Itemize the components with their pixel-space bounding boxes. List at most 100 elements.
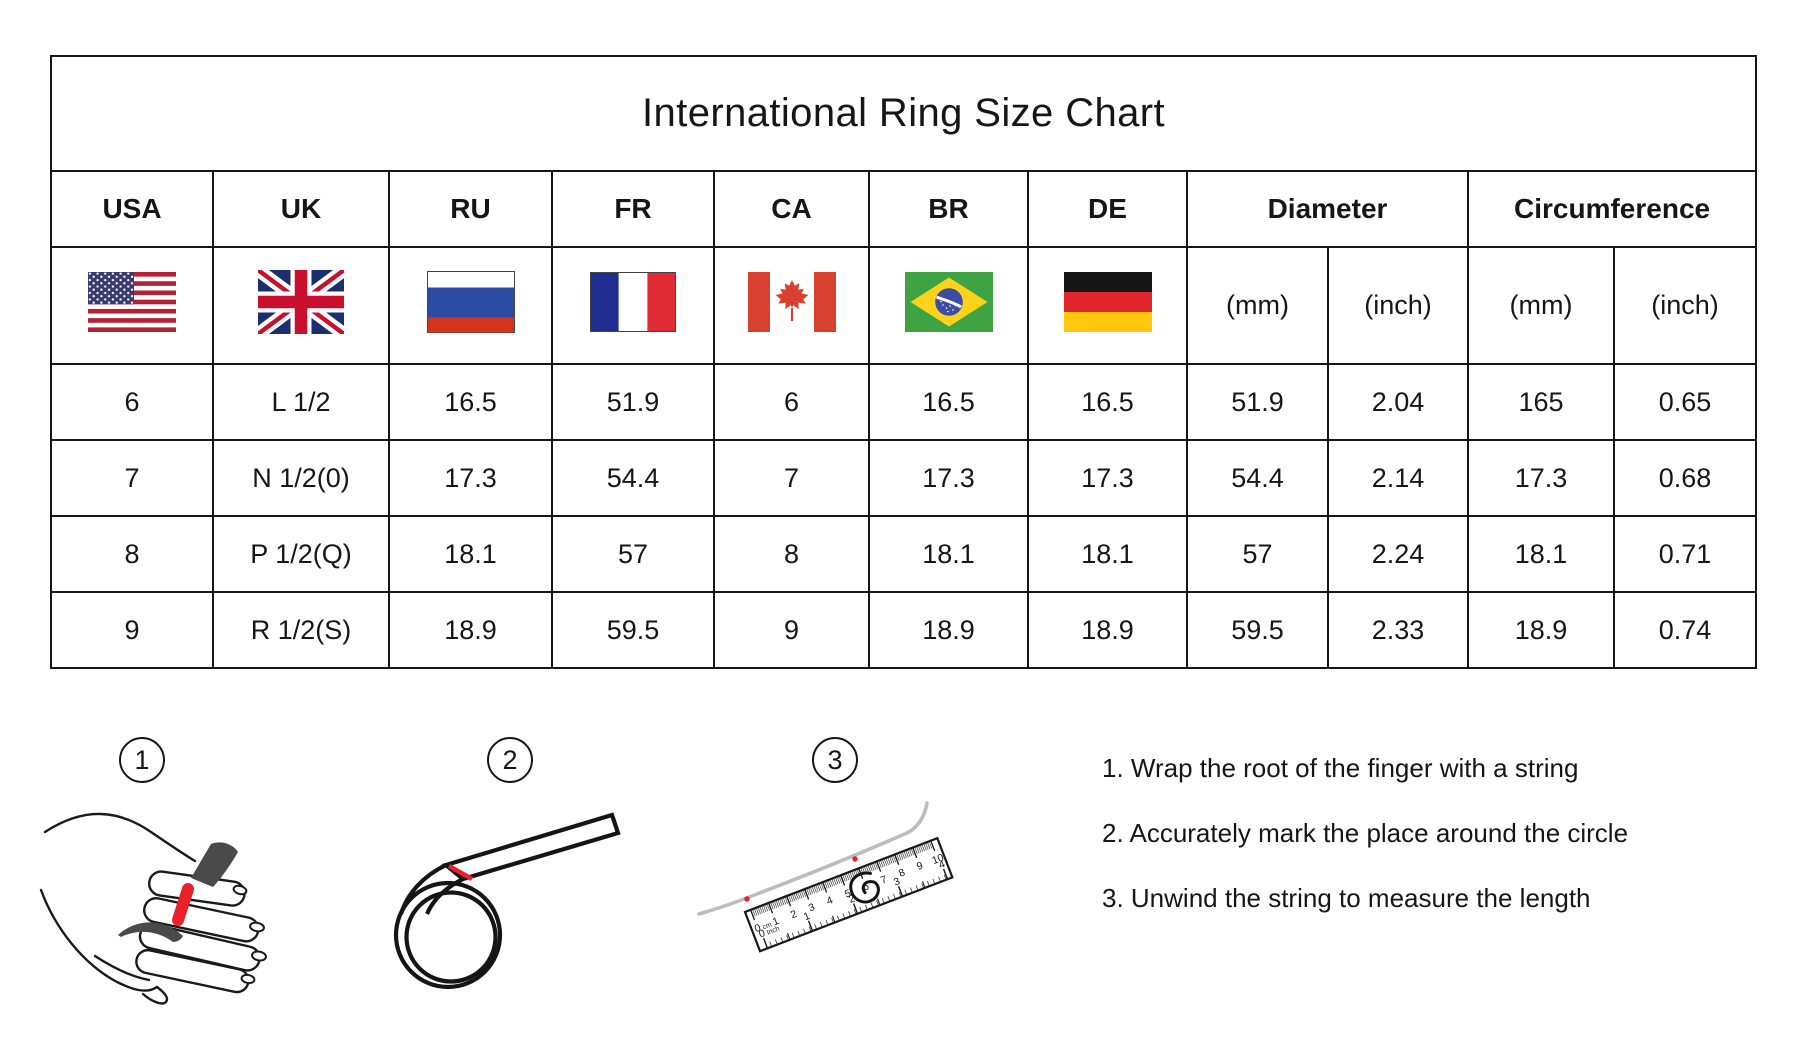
column-header-diameter: Diameter bbox=[1186, 170, 1469, 248]
cell-uk: N 1/2(0) bbox=[212, 439, 390, 517]
flag-cell-de bbox=[1027, 246, 1188, 365]
cell-diameter-inch: 2.33 bbox=[1327, 591, 1469, 669]
flag-cell-usa bbox=[50, 246, 214, 365]
instruction-step-3: 3. Unwind the string to measure the leng… bbox=[1102, 883, 1591, 913]
column-header-ru: RU bbox=[388, 170, 553, 248]
ruler-inch-zero: 0 bbox=[757, 927, 767, 940]
svg-text:2: 2 bbox=[847, 893, 857, 906]
red-dot bbox=[744, 896, 750, 902]
column-header-fr: FR bbox=[551, 170, 715, 248]
svg-text:1: 1 bbox=[771, 915, 781, 928]
svg-text:8: 8 bbox=[897, 866, 907, 879]
unit-header-circumference-inch: (inch) bbox=[1612, 246, 1758, 365]
cell-ca: 6 bbox=[713, 363, 870, 441]
string-coil-illustration bbox=[365, 796, 650, 1046]
cell-ca: 7 bbox=[713, 439, 870, 517]
instructions-list: 1. Wrap the root of the finger with a st… bbox=[1102, 753, 1628, 914]
ruler-cm-unit: cm bbox=[762, 921, 773, 931]
canada-flag-icon bbox=[747, 272, 836, 332]
svg-text:9: 9 bbox=[915, 860, 925, 873]
step-1-badge: 1 bbox=[119, 737, 165, 783]
cell-uk: R 1/2(S) bbox=[212, 591, 390, 669]
svg-text:3: 3 bbox=[892, 875, 902, 888]
svg-text:6: 6 bbox=[861, 880, 871, 893]
cell-de: 18.9 bbox=[1027, 591, 1188, 669]
flag-cell-uk bbox=[212, 246, 390, 365]
cell-ru: 18.1 bbox=[388, 515, 553, 593]
cell-de: 16.5 bbox=[1027, 363, 1188, 441]
cell-diameter-mm: 51.9 bbox=[1186, 363, 1329, 441]
table-row: 9 R 1/2(S) 18.9 59.5 9 18.9 18.9 59.5 2.… bbox=[50, 591, 1758, 669]
mark-loop bbox=[849, 871, 880, 904]
cell-ca: 9 bbox=[713, 591, 870, 669]
cell-usa: 7 bbox=[50, 439, 214, 517]
svg-text:7: 7 bbox=[879, 873, 889, 886]
ruler-cm-zero: 0 bbox=[753, 922, 763, 935]
cell-diameter-inch: 2.04 bbox=[1327, 363, 1469, 441]
red-dot bbox=[852, 856, 858, 862]
cell-circumference-mm: 17.3 bbox=[1467, 439, 1615, 517]
cell-usa: 9 bbox=[50, 591, 214, 669]
brazil-flag-icon bbox=[904, 272, 993, 332]
unit-header-diameter-inch: (inch) bbox=[1327, 246, 1469, 365]
cell-usa: 6 bbox=[50, 363, 214, 441]
cell-fr: 59.5 bbox=[551, 591, 715, 669]
title-row: International Ring Size Chart bbox=[49, 55, 1758, 172]
flag-cell-br bbox=[868, 246, 1029, 365]
table-row: 8 P 1/2(Q) 18.1 57 8 18.1 18.1 57 2.24 1… bbox=[50, 515, 1758, 593]
russia-flag-icon bbox=[426, 271, 515, 333]
cell-fr: 51.9 bbox=[551, 363, 715, 441]
cell-diameter-inch: 2.24 bbox=[1327, 515, 1469, 593]
cell-circumference-mm: 18.9 bbox=[1467, 591, 1615, 669]
cell-fr: 54.4 bbox=[551, 439, 715, 517]
cell-diameter-mm: 57 bbox=[1186, 515, 1329, 593]
svg-text:10: 10 bbox=[930, 852, 945, 867]
cell-br: 18.9 bbox=[868, 591, 1029, 669]
usa-flag-icon bbox=[88, 272, 176, 332]
column-header-circumference: Circumference bbox=[1466, 170, 1758, 248]
header-row: USA UK RU FR CA BR DE Diameter Circumfer… bbox=[50, 170, 1758, 248]
cell-uk: P 1/2(Q) bbox=[212, 515, 390, 593]
column-header-usa: USA bbox=[50, 170, 214, 248]
cell-de: 18.1 bbox=[1027, 515, 1188, 593]
ruler-inch-unit: Inch bbox=[766, 925, 781, 936]
page-title: International Ring Size Chart bbox=[49, 55, 1758, 172]
germany-flag-icon bbox=[1063, 272, 1152, 332]
flag-cell-fr bbox=[551, 246, 715, 365]
cell-circumference-mm: 18.1 bbox=[1467, 515, 1615, 593]
red-mark bbox=[447, 864, 474, 881]
column-header-ca: CA bbox=[713, 170, 870, 248]
ring-size-table: International Ring Size Chart USA UK RU … bbox=[49, 55, 1758, 669]
flag-row: (mm) (inch) (mm) (inch) bbox=[50, 246, 1758, 365]
cell-diameter-inch: 2.14 bbox=[1327, 439, 1469, 517]
cell-uk: L 1/2 bbox=[212, 363, 390, 441]
cell-circumference-inch: 0.71 bbox=[1612, 515, 1758, 593]
column-header-br: BR bbox=[868, 170, 1029, 248]
cell-ca: 8 bbox=[713, 515, 870, 593]
flag-cell-ca bbox=[713, 246, 870, 365]
string-line bbox=[697, 801, 929, 916]
france-flag-icon bbox=[590, 272, 676, 332]
flag-cell-ru bbox=[388, 246, 553, 365]
ruler-illustration: 0 cm 1 2 3 4 5 6 7 8 9 10 0 Inch 1 2 3 4 bbox=[695, 795, 985, 1015]
column-header-de: DE bbox=[1027, 170, 1188, 248]
cell-fr: 57 bbox=[551, 515, 715, 593]
cell-ru: 16.5 bbox=[388, 363, 553, 441]
column-header-uk: UK bbox=[212, 170, 390, 248]
cell-ru: 18.9 bbox=[388, 591, 553, 669]
red-mark bbox=[172, 883, 194, 926]
uk-flag-icon bbox=[258, 270, 344, 334]
cell-diameter-mm: 54.4 bbox=[1186, 439, 1329, 517]
instruction-step-1: 1. Wrap the root of the finger with a st… bbox=[1102, 753, 1579, 783]
cell-circumference-inch: 0.65 bbox=[1612, 363, 1758, 441]
cell-circumference-mm: 165 bbox=[1467, 363, 1615, 441]
cell-diameter-mm: 59.5 bbox=[1186, 591, 1329, 669]
cell-usa: 8 bbox=[50, 515, 214, 593]
step-3-badge: 3 bbox=[812, 737, 858, 783]
cell-br: 17.3 bbox=[868, 439, 1029, 517]
cell-circumference-inch: 0.68 bbox=[1612, 439, 1758, 517]
string-ribbon bbox=[191, 842, 238, 887]
unit-header-circumference-mm: (mm) bbox=[1467, 246, 1615, 365]
step-2-badge: 2 bbox=[487, 737, 533, 783]
unit-header-diameter-mm: (mm) bbox=[1186, 246, 1329, 365]
